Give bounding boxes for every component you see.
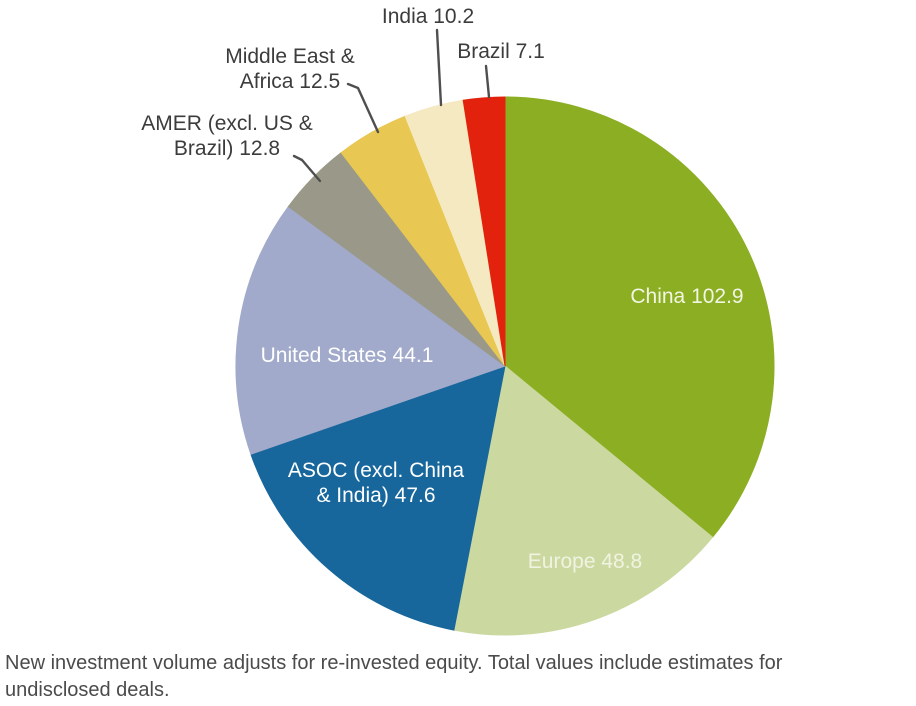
slice-label-india: India 10.2 <box>381 5 475 28</box>
leader-line-brazil <box>484 64 491 99</box>
slice-label-asoc: ASOC (excl. China & India) 47.6 <box>287 459 465 507</box>
pie-slice-brazil <box>462 96 506 367</box>
slice-label-amer: AMER (excl. US & Brazil) 12.8 <box>141 112 313 160</box>
slice-label-brazil: Brazil 7.1 <box>457 40 545 63</box>
pie-slice-china <box>504 96 775 538</box>
pie-chart: India 10.2 Brazil 7.1 Middle East & Afric… <box>141 5 775 636</box>
chart-footnote: New investment volume adjusts for re-inv… <box>5 652 783 701</box>
slice-label-middle-east-africa: Middle East & Africa 12.5 <box>225 45 355 93</box>
leader-line-middle-east-africa <box>346 82 380 134</box>
pie-slice-asoc-excl-china-india <box>250 365 506 631</box>
leader-line-india <box>435 28 443 107</box>
pie-slice-united-states <box>235 205 507 455</box>
slice-label-china: China 102.9 <box>630 285 744 308</box>
slice-label-europe: Europe 48.8 <box>527 550 643 573</box>
leader-line-amer <box>292 154 322 183</box>
pie-slice-europe <box>453 365 714 636</box>
slice-label-united-states: United States 44.1 <box>260 344 434 367</box>
pie-chart-svg <box>235 28 775 636</box>
